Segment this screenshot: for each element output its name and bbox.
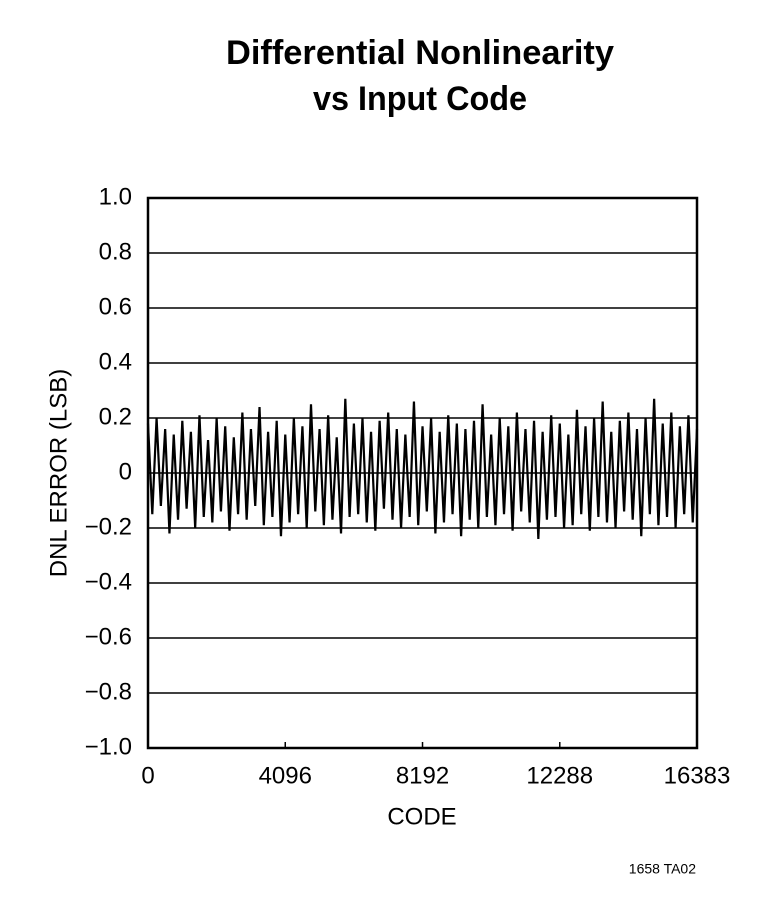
y-tick-label: 0.4	[99, 348, 132, 375]
y-tick-label: −0.4	[85, 568, 132, 595]
y-tick-label: −0.8	[85, 678, 132, 705]
y-tick-label: 0	[119, 458, 132, 485]
y-tick-label: 0.8	[99, 238, 132, 265]
data-line	[146, 398, 699, 540]
footnote: 1658 TA02	[629, 861, 696, 877]
x-tick-label: 8192	[396, 762, 449, 789]
y-axis-label: DNL ERROR (LSB)	[45, 369, 72, 577]
x-tick-label: 12288	[526, 762, 593, 789]
y-tick-label: −1.0	[85, 733, 132, 760]
x-axis-label: CODE	[387, 803, 456, 830]
y-tick-label: 0.2	[99, 403, 132, 430]
x-tick-label: 0	[141, 762, 154, 789]
x-tick-label: 16383	[664, 762, 731, 789]
y-tick-label: −0.6	[85, 623, 132, 650]
chart-subtitle: vs Input Code	[313, 80, 527, 118]
y-tick-label: −0.2	[85, 513, 132, 540]
y-tick-label: 1.0	[99, 183, 132, 210]
plot-frame	[146, 196, 699, 750]
chart-title: Differential Nonlinearity	[226, 34, 614, 72]
x-tick-label: 4096	[259, 762, 312, 789]
y-tick-label: 0.6	[99, 293, 132, 320]
